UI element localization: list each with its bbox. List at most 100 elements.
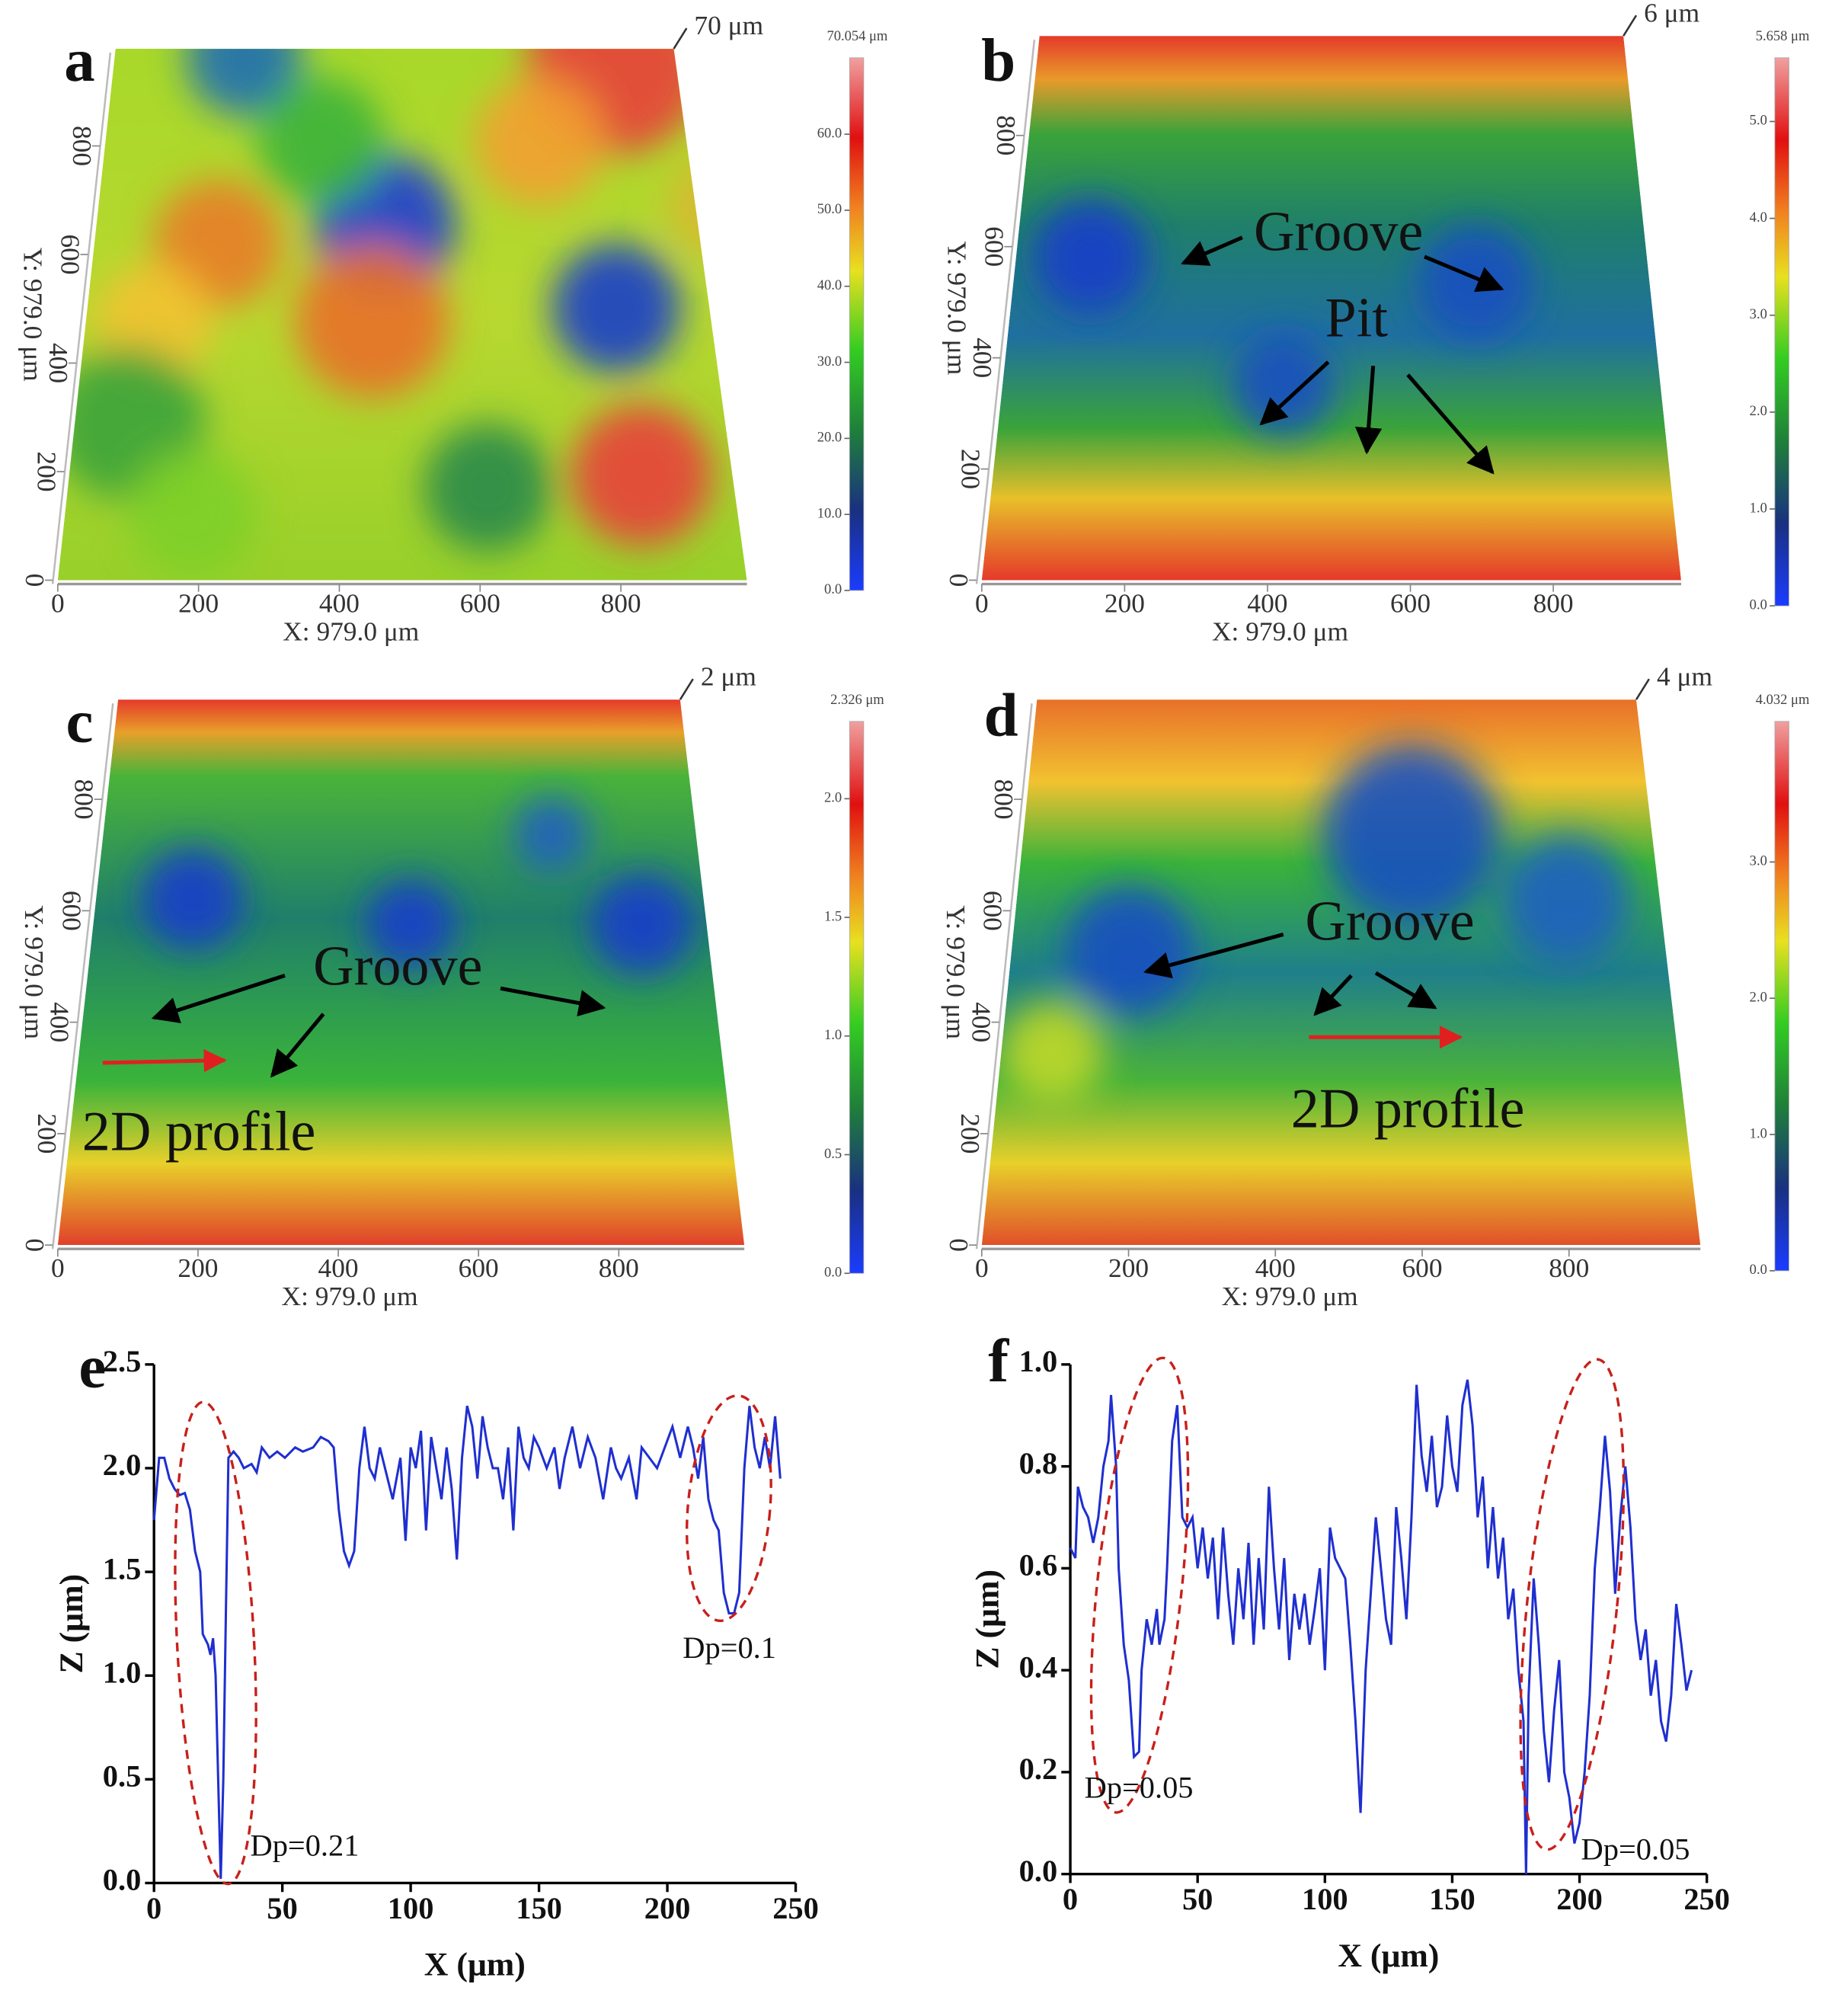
surface-texture — [1001, 744, 1630, 1104]
y-tick-label: 600 — [977, 891, 1008, 931]
x-tick-label: 0 — [146, 1891, 161, 1925]
y-axis-label: Z (μm) — [53, 1574, 90, 1674]
x-tick-label: 200 — [644, 1891, 691, 1925]
scale-tick — [679, 678, 694, 700]
colorbar — [1774, 57, 1789, 606]
y-tick-label: 200 — [955, 1113, 986, 1154]
surface-blob — [667, 154, 747, 257]
colorbar-tick-label: 60.0 — [817, 125, 842, 141]
y-tick-label: 0.4 — [1019, 1650, 1058, 1684]
profile-arrow — [102, 1048, 227, 1073]
y-axis-label: Y: 979.0 μm — [942, 241, 972, 375]
x-tick-label: 200 — [1556, 1882, 1603, 1916]
profile-line — [152, 1405, 782, 1880]
colorbar-max-label: 4.032 μm — [1756, 692, 1810, 708]
colorbar-tick-label: 1.0 — [1750, 1125, 1767, 1141]
scale-label: 2 μm — [701, 661, 756, 691]
colorbar-tick-label: 2.0 — [824, 790, 842, 806]
panel-label: b — [981, 27, 1015, 94]
colorbar-tick-label: 1.0 — [1750, 500, 1767, 516]
colorbar-max-label: 70.054 μm — [826, 28, 887, 44]
x-axis-label: X: 979.0 μm — [1212, 616, 1348, 646]
surface-side — [975, 40, 1036, 584]
x-axis-label: X: 979.0 μm — [282, 1281, 418, 1311]
surface-blob — [141, 846, 245, 950]
surface-fill — [981, 36, 1681, 581]
surface-blob — [1322, 744, 1502, 924]
x-axis-label: X (μm) — [424, 1947, 526, 1983]
arrow — [1143, 933, 1284, 979]
y-tick-label: 0.2 — [1019, 1752, 1058, 1786]
surface-blob — [423, 423, 552, 552]
y-tick-label: 2.5 — [103, 1344, 142, 1378]
y-tick-label: 400 — [43, 343, 74, 383]
surface-blob — [256, 77, 385, 206]
y-tick-label: 800 — [67, 126, 98, 166]
surface — [57, 49, 747, 581]
surface-blob — [552, 244, 680, 373]
x-tick-label: 200 — [178, 587, 219, 618]
x-tick-label: 100 — [388, 1891, 434, 1925]
x-tick-label: 400 — [1247, 587, 1287, 618]
colorbar-tick-label: 3.0 — [1750, 853, 1767, 869]
x-tick-label: 0 — [975, 587, 989, 618]
highlight-ellipse — [1519, 1358, 1626, 1851]
colorbar-max-label: 5.658 μm — [1756, 28, 1810, 44]
x-tick-label: 250 — [1683, 1882, 1730, 1916]
x-tick-label: 200 — [177, 1253, 218, 1283]
colorbar — [849, 721, 865, 1274]
y-tick-label: 600 — [979, 226, 1009, 267]
y-tick-label: 200 — [955, 449, 986, 489]
colorbar-tick-label: 40.0 — [817, 277, 842, 293]
colorbar-max-label: 2.326 μm — [830, 692, 884, 708]
x-tick-label: 50 — [1182, 1882, 1213, 1916]
surface-side — [975, 703, 1033, 1250]
surface-texture — [141, 795, 693, 976]
colorbar-tick-label: 1.5 — [824, 908, 842, 924]
scale-tick — [1635, 678, 1650, 700]
highlight-ellipse — [174, 1400, 257, 1886]
x-tick-label: 0 — [51, 1253, 65, 1283]
colorbar-tick-label: 4.0 — [1750, 210, 1767, 226]
colorbar-tick-label: 2.0 — [1750, 403, 1767, 419]
arrow — [1406, 373, 1495, 475]
x-tick-label: 600 — [1390, 587, 1431, 618]
surface — [981, 699, 1701, 1246]
colorbar — [1774, 721, 1789, 1272]
surface-blob — [128, 449, 257, 578]
colorbar-tick-label: 0.0 — [824, 1264, 842, 1280]
surface-side — [51, 703, 114, 1250]
y-tick-label: 0 — [20, 1238, 50, 1252]
surface-fill — [981, 699, 1701, 1246]
y-tick-label: 800 — [69, 779, 100, 820]
arrow — [270, 1013, 325, 1078]
y-tick-label: 0.6 — [1019, 1548, 1058, 1582]
colorbar-tick-label: 0.5 — [824, 1146, 842, 1162]
x-tick-label: 600 — [1402, 1253, 1442, 1283]
x-tick-label: 100 — [1302, 1882, 1348, 1916]
x-tick-label: 200 — [1108, 1253, 1149, 1283]
colorbar-tick-label: 50.0 — [817, 201, 842, 217]
x-axis-label: X: 979.0 μm — [1222, 1281, 1358, 1311]
colorbar-tick-label: 0.0 — [824, 581, 842, 597]
x-tick-label: 250 — [772, 1891, 819, 1925]
annotation: Dp=0.05 — [1581, 1832, 1690, 1866]
annotation: Groove — [313, 935, 482, 997]
x-tick-label: 0 — [51, 587, 65, 618]
y-axis-label: Y: 979.0 μm — [941, 905, 971, 1039]
surface-blob — [590, 872, 693, 976]
x-axis-label: X: 979.0 μm — [283, 616, 419, 646]
surface-blob — [1418, 224, 1534, 341]
x-tick-label: 0 — [975, 1253, 989, 1283]
y-axis-label: Z (μm) — [970, 1570, 1006, 1669]
panel-label: c — [66, 688, 94, 756]
surface-blob — [1501, 834, 1630, 963]
arrow — [1313, 974, 1353, 1016]
colorbar-tick-label: 20.0 — [817, 430, 842, 446]
panel-label: f — [988, 1327, 1009, 1395]
x-tick-label: 200 — [1105, 587, 1145, 618]
y-tick-label: 0 — [20, 574, 50, 587]
colorbar-tick-label: 10.0 — [817, 505, 842, 521]
y-tick-label: 2.0 — [103, 1448, 142, 1482]
